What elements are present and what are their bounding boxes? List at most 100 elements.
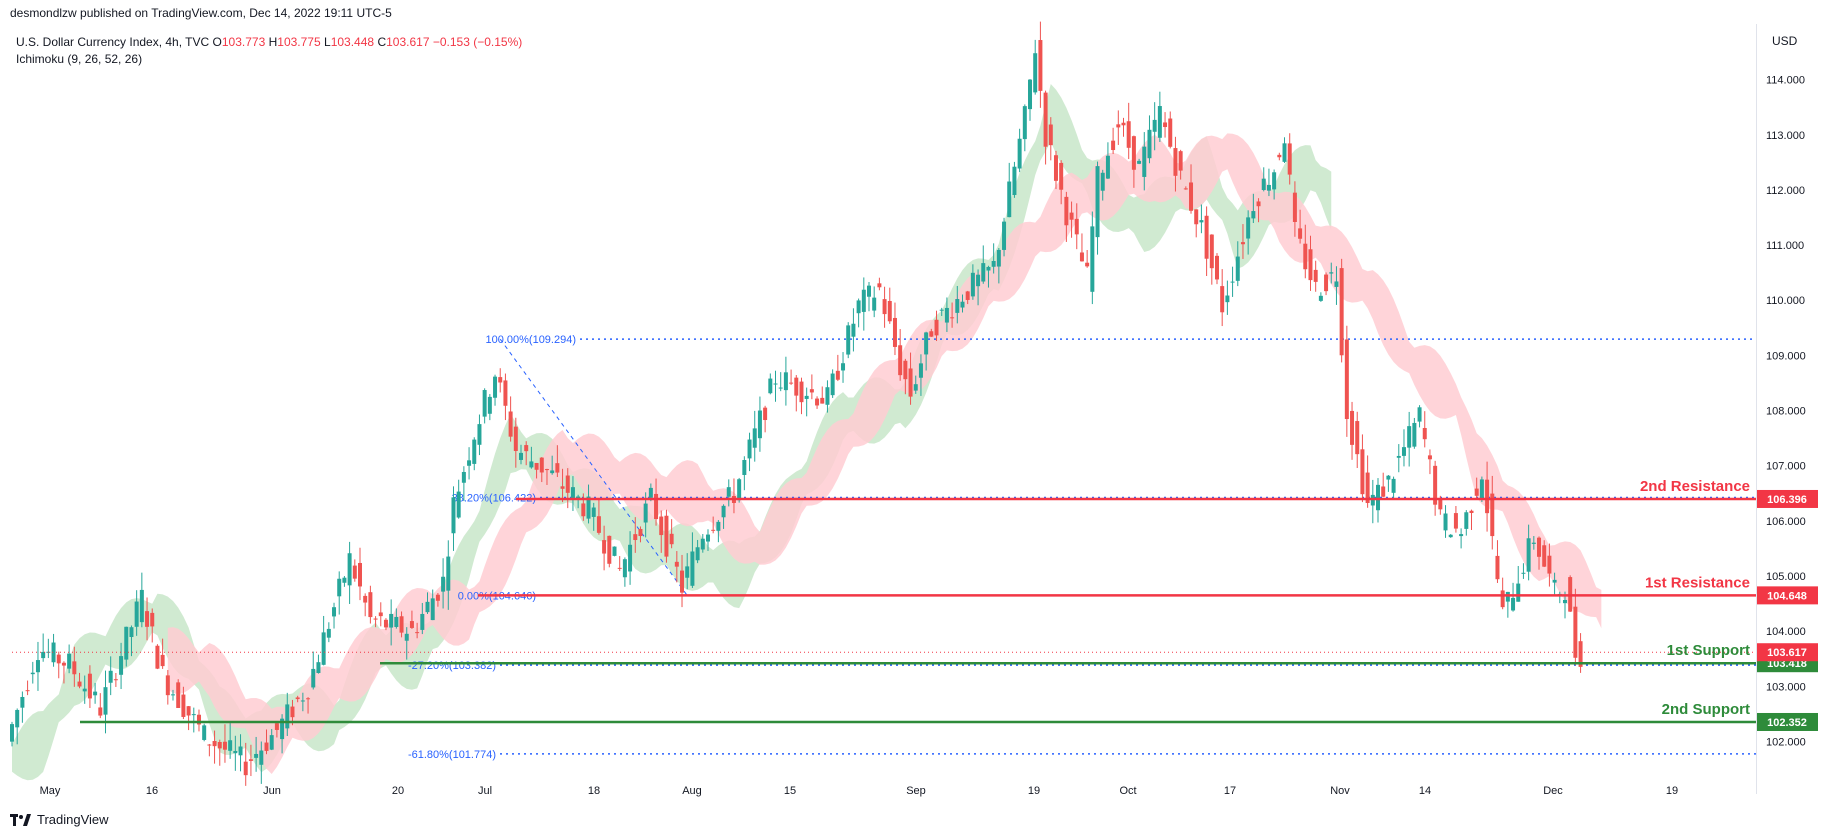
candle-body [1017,138,1022,169]
indicator-line[interactable]: Ichimoku (9, 26, 52, 26) [16,52,143,66]
candle-body [1308,249,1313,281]
candle-body [752,428,757,448]
candle-body [555,463,560,473]
candle-body [1350,410,1355,445]
candle-body [529,461,534,468]
candle-body [1163,122,1168,128]
candle-body [794,377,799,396]
candle-body [648,487,653,498]
candle-body [186,706,191,716]
candle-body [191,714,196,716]
candle-body [1355,421,1360,455]
candle-body [10,724,14,742]
candle-body [1542,545,1547,567]
candle-body [352,565,357,579]
candle-body [233,750,238,754]
candle-body [539,457,544,473]
candle-body [664,515,669,557]
symbol-name[interactable]: U.S. Dollar Currency Index, 4h, TVC [16,35,210,49]
candle-body [155,645,160,669]
candle-body [248,759,253,761]
candle-body [1500,590,1505,608]
candle-body [695,547,700,561]
candle-body [804,395,809,399]
candle-body [924,332,929,355]
publisher-credit: desmondlzw published on TradingView.com,… [10,6,392,20]
candle-body [908,368,913,397]
candle-body [1157,106,1162,138]
price-tag [1757,712,1818,731]
candle-body [1578,641,1583,667]
candle-body [892,317,897,347]
candle-body [602,540,607,554]
y-tick-label: 103.000 [1766,681,1806,693]
candle-body [1287,143,1292,175]
candle-body [1303,243,1308,270]
candle-body [1427,455,1432,460]
candle-body [1453,513,1458,529]
candle-body [1526,538,1531,572]
candle-body [274,723,279,730]
candle-body [820,397,825,404]
candle-body [1261,178,1266,191]
candle-body [1126,121,1131,148]
candle-body [145,611,150,627]
candle-body [1079,252,1084,262]
candle-body [1053,155,1058,181]
candle-body [685,566,690,578]
candle-body [394,616,399,627]
support-label: 1st Support [1667,642,1750,659]
candle-body [1022,106,1027,140]
candle-body [222,741,227,750]
candle-body [1552,579,1557,583]
candle-body [1251,211,1256,219]
ichimoku-cloud-bearish [167,133,1602,775]
candle-body [1199,220,1204,223]
tradingview-brand[interactable]: TradingView [10,812,109,827]
candle-body [1334,281,1339,287]
candle-body [217,741,222,749]
candle-body [41,651,46,659]
candle-body [264,742,269,751]
candle-body [1282,143,1287,162]
candle-body [399,616,404,633]
candle-body [1474,488,1479,496]
candle-body [560,486,565,489]
candle-body [898,345,903,376]
candle-body [20,696,25,708]
candle-body [783,372,788,391]
candle-body [1443,513,1448,531]
candle-body [425,601,430,613]
candle-body [970,272,975,297]
candle-body [1376,484,1381,511]
candle-body [581,503,586,517]
candle-body [1204,215,1209,259]
candle-body [861,289,866,312]
candle-body [269,735,274,750]
candle-body [565,475,570,493]
candle-body [674,561,679,567]
candle-body [918,363,923,378]
candle-body [1116,124,1121,128]
candle-body [56,654,61,664]
candle-body [607,535,612,564]
y-tick-label: 107.000 [1766,461,1806,473]
candle-body [1339,268,1344,356]
candle-body [1386,475,1391,480]
candle-body [87,673,92,699]
candle-body [446,556,451,591]
y-tick-label: 102.000 [1766,736,1806,748]
candle-body [1516,583,1521,602]
candle-body [1505,591,1510,602]
candle-body [872,297,877,311]
candle-body [103,687,108,715]
candle-body [1277,154,1282,158]
candle-body [669,533,674,545]
candle-body [1131,136,1136,170]
candle-body [1043,92,1048,147]
low-value: 103.448 [330,35,375,49]
candle-body [467,460,472,466]
candle-body [290,706,295,718]
candle-body [461,471,466,483]
price-chart[interactable]: 100.00%(109.294)38.20%(106.422)0.00%(104… [0,0,1832,800]
